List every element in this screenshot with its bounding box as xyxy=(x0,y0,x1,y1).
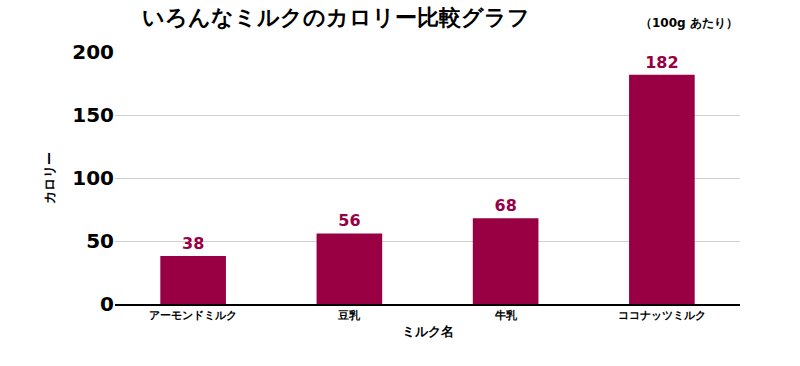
svg-text:38: 38 xyxy=(182,234,204,253)
svg-text:ミルク名: ミルク名 xyxy=(402,324,454,339)
svg-text:56: 56 xyxy=(338,211,360,230)
svg-text:牛乳: 牛乳 xyxy=(494,309,518,322)
svg-text:200: 200 xyxy=(72,40,114,64)
svg-text:50: 50 xyxy=(86,229,114,253)
svg-text:アーモンドミルク: アーモンドミルク xyxy=(149,309,237,322)
svg-text:（100g あたり）: （100g あたり） xyxy=(640,16,738,30)
svg-text:150: 150 xyxy=(72,103,114,127)
svg-text:ココナッツミルク: ココナッツミルク xyxy=(618,309,706,322)
svg-text:豆乳: 豆乳 xyxy=(337,309,361,322)
svg-text:いろんなミルクのカロリー比較グラフ: いろんなミルクのカロリー比較グラフ xyxy=(142,5,530,30)
svg-text:100: 100 xyxy=(72,166,114,190)
svg-text:カロリー: カロリー xyxy=(42,152,57,204)
svg-text:0: 0 xyxy=(100,292,114,316)
svg-text:182: 182 xyxy=(645,53,678,72)
svg-text:68: 68 xyxy=(494,196,516,215)
